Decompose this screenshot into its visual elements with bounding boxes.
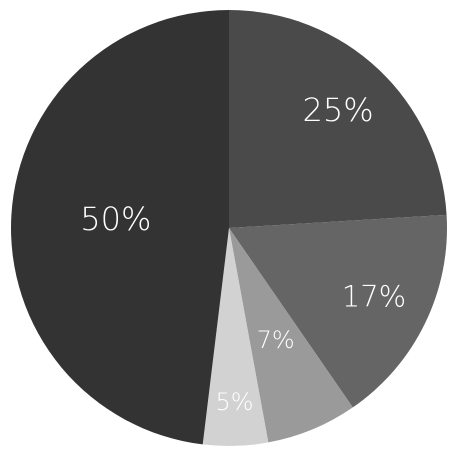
pie-slice-5 [202,228,269,446]
pie-slice-label-7: 7% [257,326,295,354]
pie-slice-25 [229,10,447,228]
pie-slice-label-50: 50% [80,200,151,238]
pie-slice-label-25: 25% [303,91,374,129]
pie-slice-label-17: 17% [342,280,406,314]
pie-slice-label-5: 5% [215,388,253,416]
pie-slice-7 [229,228,353,443]
pie-slice-50 [11,10,229,445]
pie-slice-17 [229,214,447,408]
pie-slices [11,10,447,446]
pie-labels: 25% 17% 7% 5% 50% [80,91,406,416]
